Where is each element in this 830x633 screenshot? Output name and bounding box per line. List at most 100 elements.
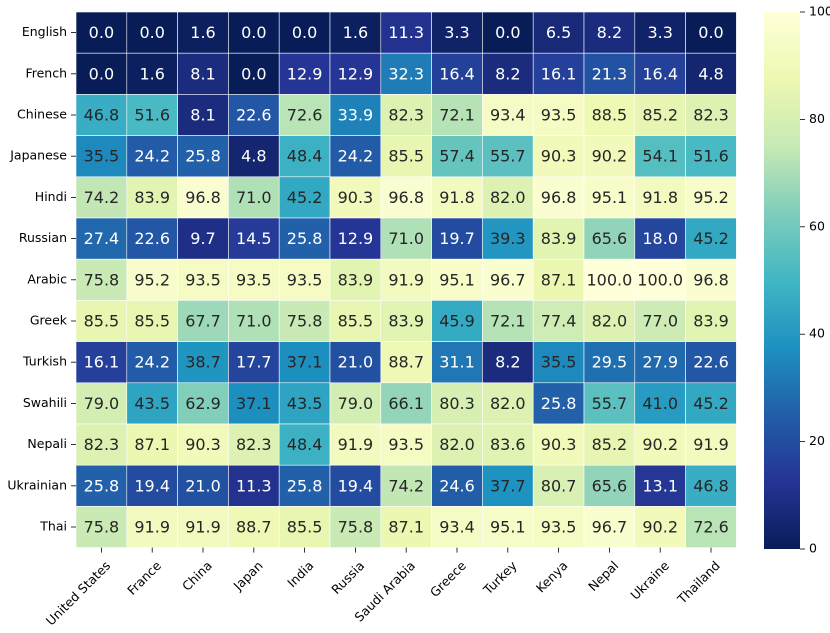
heatmap-cell: [482, 423, 534, 466]
cell-value-label: 0.0: [292, 23, 317, 42]
cell-value-label: 93.4: [490, 106, 526, 125]
cell-value-label: 48.4: [287, 435, 323, 454]
heatmap-cell: [126, 423, 178, 466]
heatmap-cell: [532, 258, 585, 301]
cell-value-label: 85.5: [84, 312, 120, 331]
row-label: Russian: [19, 230, 67, 245]
cell-value-label: 27.4: [84, 229, 120, 248]
cell-value-label: 91.9: [388, 270, 424, 289]
cell-value-label: 100.0: [586, 270, 632, 289]
cell-value-label: 45.9: [439, 312, 475, 331]
cell-value-label: 72.1: [490, 312, 526, 331]
cell-value-label: 0.0: [495, 23, 520, 42]
heatmap-cell: [329, 258, 382, 301]
heatmap-cell: [278, 258, 331, 301]
heatmap-cell: [583, 382, 636, 425]
cell-value-label: 82.0: [490, 394, 526, 413]
cell-value-label: 72.6: [693, 518, 729, 537]
cell-value-label: 48.4: [287, 147, 323, 166]
cell-value-label: 12.9: [287, 64, 323, 83]
heatmap-cell: [431, 300, 483, 342]
heatmap-cell: [380, 464, 432, 507]
cell-value-label: 55.7: [490, 147, 526, 166]
heatmap-cell: [329, 135, 382, 178]
heatmap-cell: [329, 464, 382, 507]
cell-value-label: 22.6: [693, 353, 729, 372]
cell-value-label: 45.2: [287, 188, 323, 207]
heatmap-cell: [177, 217, 229, 260]
cell-value-label: 93.5: [541, 106, 577, 125]
cell-value-label: 93.5: [287, 270, 323, 289]
cell-value-label: 93.5: [185, 270, 221, 289]
cell-value-label: 25.8: [541, 394, 577, 413]
heatmap-cell: [75, 94, 128, 136]
heatmap-cell: [278, 423, 331, 466]
heatmap-cell: [482, 52, 534, 95]
cell-value-label: 85.2: [592, 435, 628, 454]
cell-value-label: 22.6: [134, 229, 170, 248]
cell-value-label: 16.1: [84, 353, 120, 372]
cell-value-label: 25.8: [185, 147, 221, 166]
column-label: India: [284, 558, 316, 590]
heatmap-cell: [177, 135, 229, 178]
heatmap-cell: [228, 506, 280, 548]
cell-value-label: 90.2: [642, 435, 678, 454]
row-label: Arabic: [27, 271, 67, 286]
heatmap-cell: [431, 217, 483, 260]
heatmap-cell: [177, 176, 229, 219]
heatmap-cell: [431, 506, 483, 548]
cell-value-label: 90.3: [185, 435, 221, 454]
heatmap-cell: [634, 341, 686, 384]
heatmap-cell: [634, 423, 686, 466]
heatmap-cell: [482, 382, 534, 425]
cell-value-label: 96.8: [185, 188, 221, 207]
heatmap-cell: [329, 52, 382, 95]
cell-value-label: 9.7: [190, 229, 215, 248]
heatmap-cell: [685, 52, 737, 95]
cell-value-label: 95.1: [490, 518, 526, 537]
heatmap-cell: [685, 176, 737, 219]
cell-value-label: 88.7: [236, 518, 272, 537]
cell-value-label: 88.7: [388, 353, 424, 372]
cell-value-label: 95.2: [134, 270, 170, 289]
cell-value-label: 21.3: [592, 64, 628, 83]
cell-value-label: 24.2: [134, 353, 170, 372]
cell-value-label: 75.8: [287, 312, 323, 331]
row-label: Thai: [39, 519, 67, 534]
row-label: Ukrainian: [7, 477, 67, 492]
column-label: United States: [43, 558, 113, 628]
cell-value-label: 24.6: [439, 476, 475, 495]
heatmap-cell: [228, 217, 280, 260]
heatmap-cell: [228, 11, 280, 54]
cell-value-label: 82.0: [592, 312, 628, 331]
heatmap-cell: [685, 423, 737, 466]
heatmap-cell: [228, 176, 280, 219]
cell-value-label: 43.5: [134, 394, 170, 413]
cell-value-label: 74.2: [84, 188, 120, 207]
row-label: English: [22, 24, 67, 39]
cell-value-label: 22.6: [236, 106, 272, 125]
cell-value-label: 4.8: [241, 147, 266, 166]
column-label: Kenya: [533, 558, 571, 596]
cell-value-label: 91.9: [338, 435, 374, 454]
cell-value-label: 82.3: [236, 435, 272, 454]
cell-value-label: 96.7: [592, 518, 628, 537]
heatmap-cell: [380, 506, 432, 548]
cell-value-label: 18.0: [642, 229, 678, 248]
cell-value-label: 91.9: [693, 435, 729, 454]
heatmap-cell: [228, 423, 280, 466]
cell-value-label: 12.9: [338, 64, 374, 83]
cell-value-label: 19.7: [439, 229, 475, 248]
heatmap-cell: [431, 135, 483, 178]
cell-value-label: 46.8: [693, 476, 729, 495]
colorbar-gradient: [764, 12, 800, 549]
heatmap-cell: [482, 94, 534, 136]
heatmap-cell: [278, 94, 331, 136]
heatmap-cell: [482, 258, 534, 301]
cell-value-label: 32.3: [388, 64, 424, 83]
row-label: Greek: [30, 313, 68, 328]
cell-value-label: 45.2: [693, 394, 729, 413]
cell-value-label: 8.1: [190, 106, 215, 125]
heatmap-cell: [685, 135, 737, 178]
heatmap-cell: [482, 300, 534, 342]
